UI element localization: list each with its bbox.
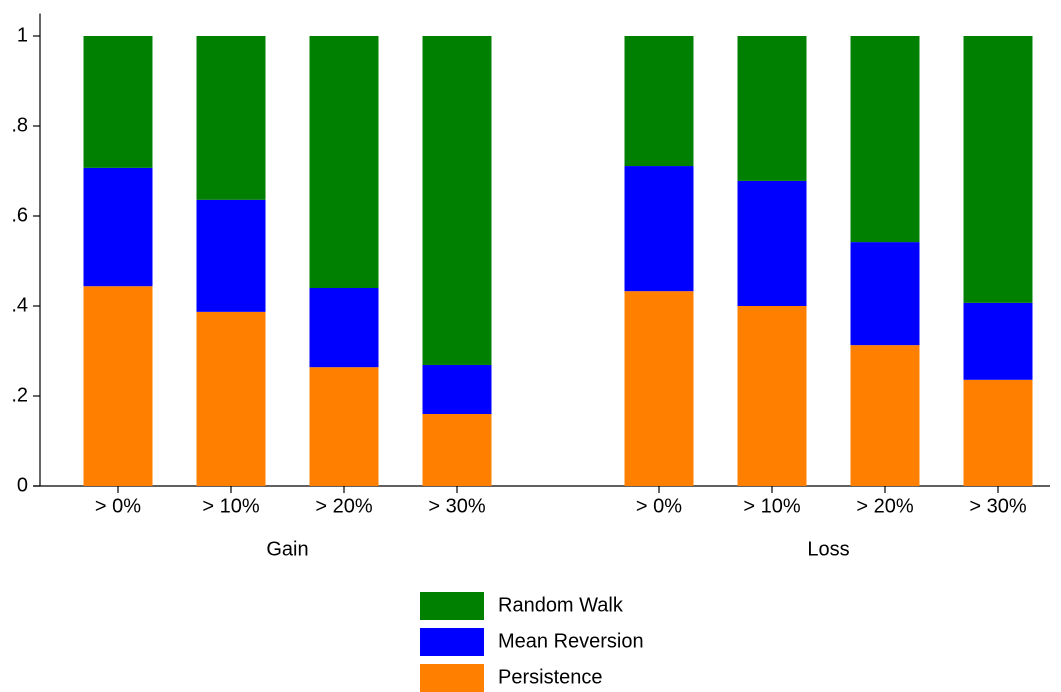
x-tick-label: > 20% — [315, 495, 372, 517]
bar-segment — [422, 36, 492, 365]
legend-swatch — [420, 628, 484, 656]
legend-swatch — [420, 664, 484, 692]
bar-segment — [963, 302, 1033, 380]
bar-segment — [963, 379, 1033, 486]
group-label: Loss — [807, 538, 849, 560]
legend-label: Random Walk — [498, 594, 624, 616]
bar-segment — [196, 36, 266, 200]
bar-segment — [963, 36, 1033, 303]
bar-segment — [309, 288, 379, 368]
legend-label: Mean Reversion — [498, 630, 644, 652]
legend-swatch — [420, 592, 484, 620]
x-tick-label: > 30% — [969, 495, 1026, 517]
bar-segment — [422, 364, 492, 414]
bar-segment — [196, 311, 266, 486]
y-tick-label: 1 — [17, 24, 28, 46]
bar-segment — [309, 367, 379, 486]
bar-segment — [196, 199, 266, 312]
y-tick-label: .4 — [11, 294, 28, 316]
bar-segment — [737, 180, 807, 306]
bar-segment — [850, 345, 920, 486]
bar-segment — [624, 36, 694, 167]
y-tick-label: 0 — [17, 474, 28, 496]
bar-segment — [309, 36, 379, 288]
group-label: Gain — [266, 538, 308, 560]
x-tick-label: > 0% — [636, 495, 682, 517]
bar-segment — [83, 167, 153, 287]
legend-label: Persistence — [498, 666, 603, 688]
bar-segment — [624, 291, 694, 486]
bar-segment — [737, 36, 807, 181]
x-tick-label: > 10% — [743, 495, 800, 517]
x-tick-label: > 10% — [202, 495, 259, 517]
bar-segment — [422, 414, 492, 486]
x-tick-label: > 0% — [95, 495, 141, 517]
y-tick-label: .8 — [11, 114, 28, 136]
y-tick-label: .2 — [11, 384, 28, 406]
bar-segment — [850, 36, 920, 243]
y-tick-label: .6 — [11, 204, 28, 226]
bar-segment — [624, 166, 694, 292]
x-tick-label: > 20% — [856, 495, 913, 517]
bar-segment — [83, 286, 153, 486]
bar-segment — [83, 36, 153, 168]
x-tick-label: > 30% — [428, 495, 485, 517]
bar-segment — [737, 306, 807, 486]
bar-segment — [850, 242, 920, 346]
